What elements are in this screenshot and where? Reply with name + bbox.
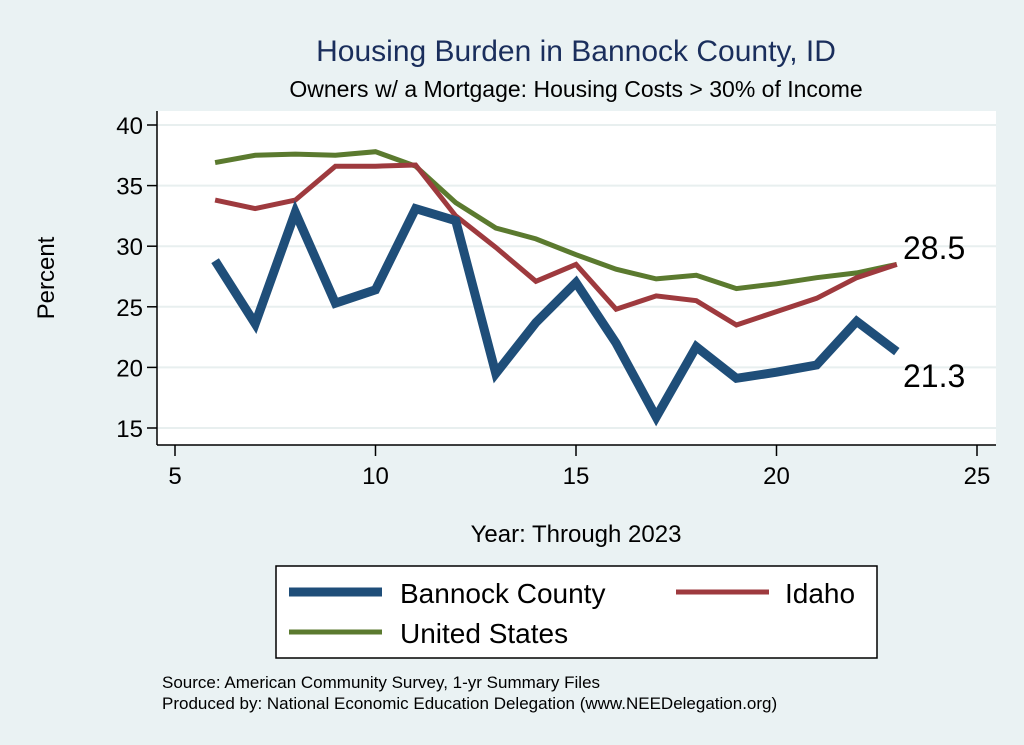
legend: Bannock County Idaho United States	[275, 565, 878, 659]
x-tick-label-15: 15	[563, 463, 590, 490]
source-note: Source: American Community Survey, 1-yr …	[162, 673, 600, 692]
x-tick-label-5: 5	[168, 463, 181, 490]
y-tick-label-35: 35	[116, 174, 143, 201]
series-layer	[211, 149, 900, 427]
x-axis-title: Year: Through 2023	[471, 521, 682, 548]
series-line-bannock-county	[211, 200, 900, 427]
legend-box	[275, 565, 878, 659]
producer-note: Produced by: National Economic Education…	[162, 694, 777, 713]
axis-layer: 15 20 25 30 35 40 5 10 15 20 25	[116, 111, 996, 490]
end-label-bannock-county: 21.3	[903, 358, 965, 394]
x-tick-label-25: 25	[964, 463, 991, 490]
y-tick-label-25: 25	[116, 295, 143, 322]
legend-label-idaho: Idaho	[785, 578, 855, 609]
x-tick-label-20: 20	[763, 463, 790, 490]
series-line-united-states	[214, 149, 898, 292]
legend-label-bannock-county: Bannock County	[400, 578, 605, 609]
chart-title: Housing Burden in Bannock County, ID	[316, 35, 836, 68]
series-line-idaho	[214, 162, 898, 328]
grid-layer	[157, 124, 996, 429]
end-label-united-states-idaho: 28.5	[903, 230, 965, 266]
chart-subtitle: Owners w/ a Mortgage: Housing Costs > 30…	[289, 76, 862, 102]
x-tick-label-10: 10	[362, 463, 389, 490]
y-tick-label-30: 30	[116, 234, 143, 261]
legend-label-united-states: United States	[400, 618, 568, 649]
y-tick-label-15: 15	[116, 416, 143, 443]
y-tick-label-40: 40	[116, 113, 143, 140]
y-tick-label-20: 20	[116, 355, 143, 382]
y-axis-title: Percent	[33, 236, 60, 319]
